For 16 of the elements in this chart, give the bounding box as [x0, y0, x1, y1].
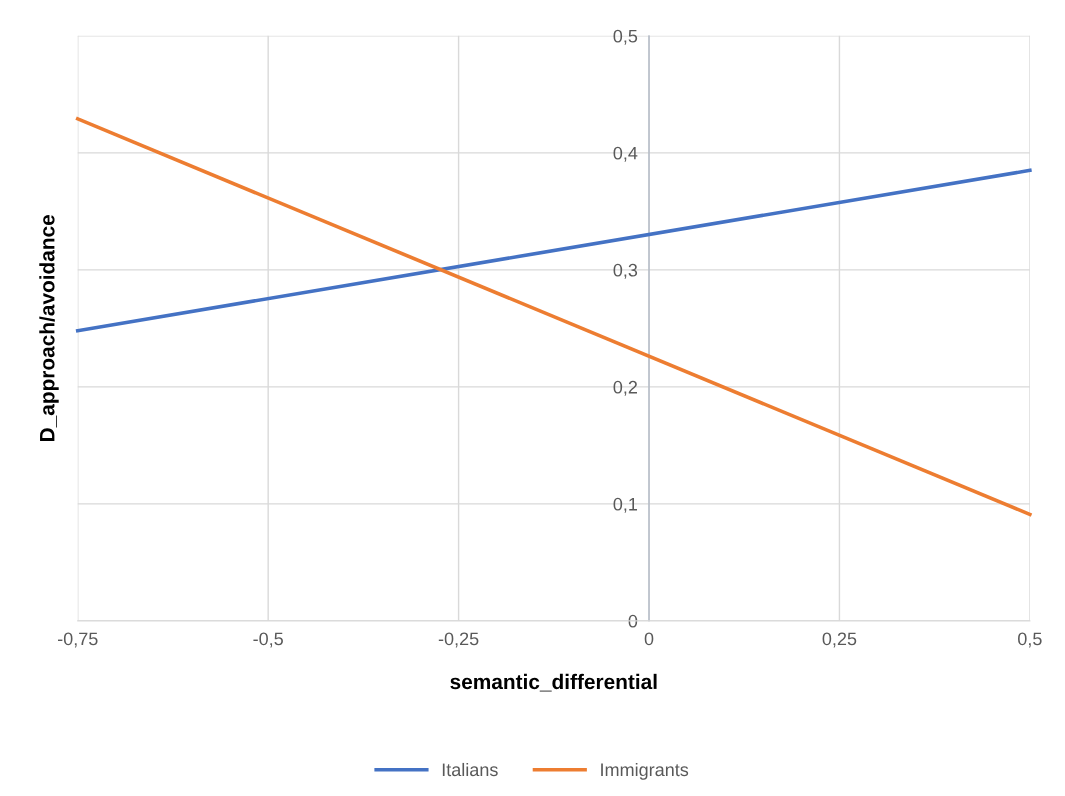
- y-tick-label: 0: [628, 614, 638, 628]
- x-tick-label: -0,75: [57, 632, 98, 648]
- legend-label: Immigrants: [601, 762, 689, 780]
- y-tick-label: 0,1: [613, 497, 638, 513]
- y-tick-label: 0,2: [613, 380, 637, 396]
- x-tick-label: 0,25: [822, 632, 857, 648]
- x-tick-label: -0,25: [438, 632, 479, 648]
- y-tick-label: 0,4: [613, 146, 638, 162]
- x-tick-label: 0: [644, 632, 654, 646]
- y-tick-label: 0,3: [613, 263, 638, 279]
- legend-label: Italians: [442, 762, 498, 777]
- x-tick-label: 0,5: [1018, 632, 1042, 648]
- y-tick-label: 0,5: [613, 29, 638, 45]
- y-axis-title: D_approach/avoidance: [39, 215, 59, 441]
- x-tick-label: -0,5: [253, 632, 283, 648]
- x-axis-title: semantic_differential: [450, 673, 657, 692]
